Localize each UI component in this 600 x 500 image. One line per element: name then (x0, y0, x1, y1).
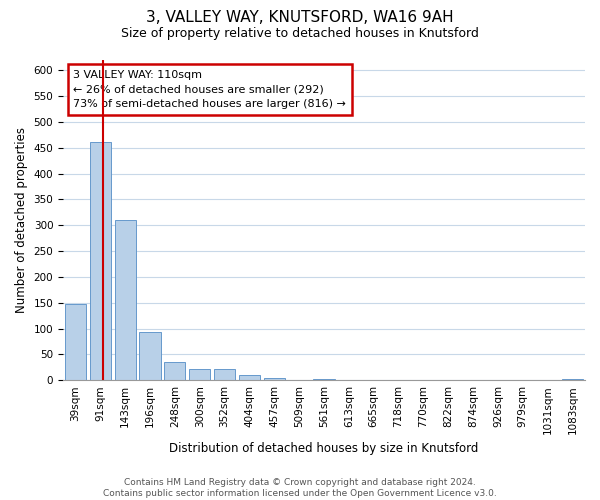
Bar (189, 369, 210, 380)
Bar (214, 369, 235, 380)
Text: 3, VALLEY WAY, KNUTSFORD, WA16 9AH: 3, VALLEY WAY, KNUTSFORD, WA16 9AH (146, 10, 454, 25)
Text: Size of property relative to detached houses in Knutsford: Size of property relative to detached ho… (121, 28, 479, 40)
Text: Contains HM Land Registry data © Crown copyright and database right 2024.
Contai: Contains HM Land Registry data © Crown c… (103, 478, 497, 498)
Bar (562, 378, 583, 380)
Bar (264, 378, 285, 380)
Bar (313, 378, 335, 380)
Bar (65, 304, 86, 380)
Bar (90, 142, 111, 380)
X-axis label: Distribution of detached houses by size in Knutsford: Distribution of detached houses by size … (169, 442, 479, 455)
Bar (164, 362, 185, 380)
Text: 3 VALLEY WAY: 110sqm
← 26% of detached houses are smaller (292)
73% of semi-deta: 3 VALLEY WAY: 110sqm ← 26% of detached h… (73, 70, 346, 109)
Bar (115, 220, 136, 380)
Y-axis label: Number of detached properties: Number of detached properties (15, 127, 28, 313)
Bar (139, 332, 161, 380)
Bar (239, 375, 260, 380)
